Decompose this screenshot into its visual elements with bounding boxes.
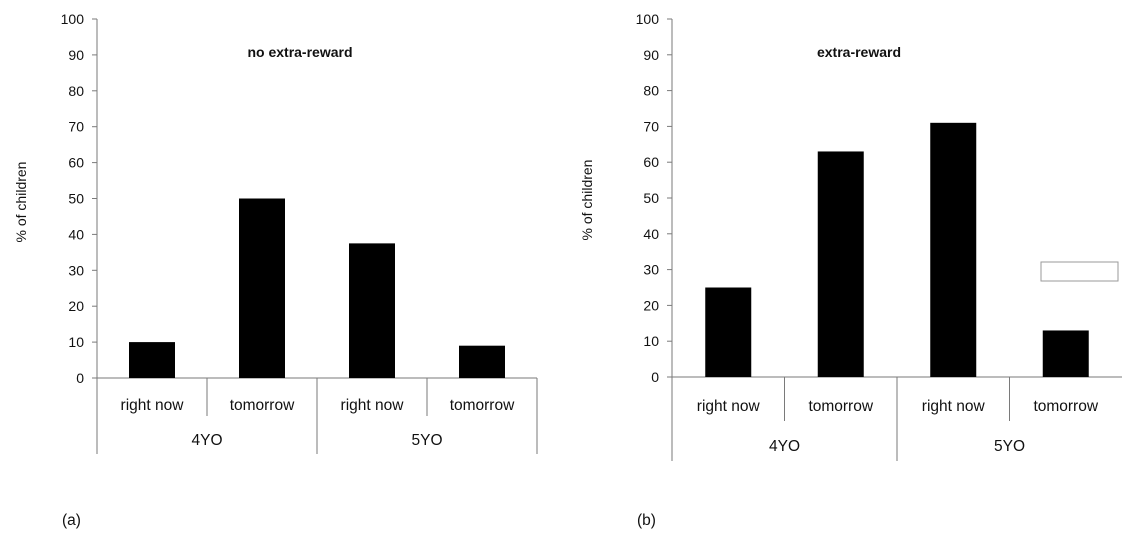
chart2-bar [1042,330,1089,377]
chart2-y-tick-label: 0 [651,369,659,385]
chart2-y-tick-label: 10 [643,333,659,349]
chart2-category-label: right now [697,398,761,415]
chart2-y-tick-label: 70 [643,118,659,134]
chart2-y-tick-label: 60 [643,154,659,170]
chart2-panel-label: (b) [637,512,656,529]
chart1-group-label: 5YO [411,432,442,449]
chart1-bar [129,342,175,378]
chart1-title: no extra-reward [247,44,352,60]
chart2-group-label: 5YO [994,438,1025,455]
chart2-title: extra-reward [817,44,901,60]
chart1-y-tick-label: 80 [68,83,84,99]
chart2-group-label: 4YO [769,438,800,455]
chart1-y-tick-label: 100 [61,11,85,27]
chart1-y-tick-label: 20 [68,298,84,314]
chart1-y-tick-label: 40 [68,226,84,242]
chart2-category-label: tomorrow [808,398,873,415]
chart2-empty-legend-box [1040,261,1119,282]
chart2-y-tick-label: 40 [643,226,659,242]
chart2-bar [930,122,977,377]
chart1-group-label: 4YO [191,432,222,449]
chart1-y-tick-label: 70 [68,119,84,135]
chart2-category-label: tomorrow [1033,398,1098,415]
chart1-bar [459,345,505,378]
chart1-category-label: right now [341,397,405,414]
chart2-y-axis-label: % of children [579,160,595,241]
chart2-y-tick-label: 90 [643,47,659,63]
chart2-bar [705,287,752,377]
chart2-y-tick-label: 30 [643,262,659,278]
chart1-y-tick-label: 0 [76,370,84,386]
chart1-bar [239,198,285,378]
chart2-bar [817,151,864,377]
chart2-y-tick-label: 100 [636,11,660,27]
chart1-y-tick-label: 50 [68,191,84,207]
chart1-category-label: tomorrow [230,397,295,414]
chart1-bar [349,243,395,378]
chart2-y-tick-label: 80 [643,83,659,99]
chart1-y-tick-label: 90 [68,47,84,63]
chart1-panel-label: (a) [62,512,81,529]
chart1-y-tick-label: 30 [68,262,84,278]
chart1-category-label: tomorrow [450,397,515,414]
chart2-category-label: right now [922,398,986,415]
chart2-y-tick-label: 50 [643,190,659,206]
chart1-y-tick-label: 10 [68,334,84,350]
chart1-y-axis-label: % of children [13,162,29,243]
chart2-y-tick-label: 20 [643,297,659,313]
chart1-category-label: right now [121,397,185,414]
chart1-y-tick-label: 60 [68,155,84,171]
